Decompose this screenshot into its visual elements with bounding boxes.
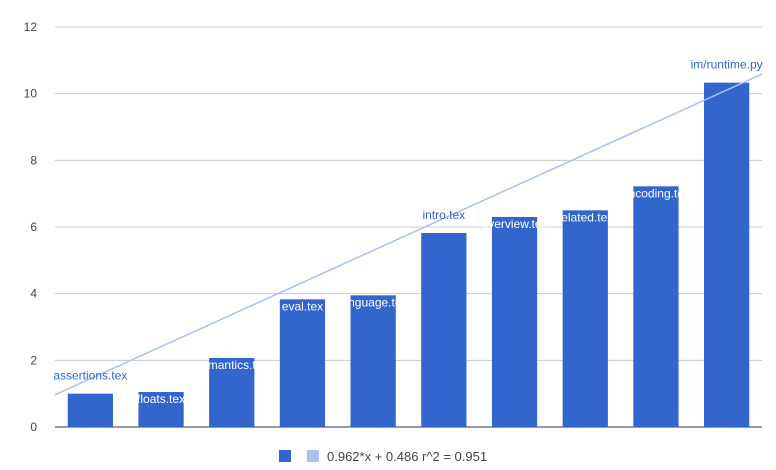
legend-bar-swatch: [279, 450, 291, 462]
y-tick-label: 10: [24, 87, 38, 101]
bar-label: related.tex: [557, 210, 613, 224]
bar: [138, 392, 184, 427]
bar-label: encoding.tex: [622, 186, 690, 200]
bar: [633, 186, 679, 427]
bar: [350, 295, 396, 427]
bar: [279, 299, 326, 427]
bar: [562, 210, 608, 427]
y-tick-label: 12: [24, 20, 38, 34]
legend: 0.962*x + 0.486 r^2 = 0.951: [279, 449, 487, 464]
bar: [704, 82, 750, 428]
bar-label: overview.tex: [482, 217, 548, 231]
legend-trendline-swatch: [307, 450, 319, 462]
y-tick-label: 8: [30, 153, 37, 167]
bar: [209, 358, 255, 427]
bar-label: semantics.tex: [195, 358, 268, 372]
bar-label: eval.tex: [282, 299, 323, 313]
trendline: [54, 73, 763, 396]
bar-label: floats.tex: [137, 392, 185, 406]
y-tick-label: 2: [30, 353, 37, 367]
trendline-layer: [54, 73, 763, 396]
bar: [67, 393, 113, 427]
bars: [67, 82, 750, 428]
bar-label: intro.tex: [423, 208, 466, 222]
y-tick-label: 6: [30, 220, 37, 234]
y-tick-label: 4: [30, 287, 37, 301]
bar: [491, 217, 538, 427]
bar-label: assertions.tex: [53, 369, 127, 383]
bar: [421, 233, 467, 427]
legend-trendline-label: 0.962*x + 0.486 r^2 = 0.951: [327, 449, 487, 464]
y-tick-label: 0: [30, 420, 37, 434]
bar-label: im/runtime.py: [691, 58, 763, 72]
bar-labels: assertions.tex floats.tex semantics.tex eva…: [53, 58, 762, 406]
bar-label: language.tex: [339, 295, 408, 309]
